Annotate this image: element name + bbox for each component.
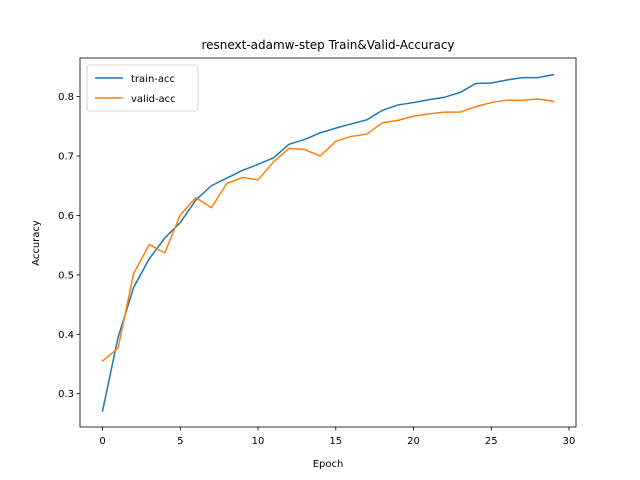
- x-tick-label: 5: [177, 436, 183, 447]
- x-tick-label: 10: [252, 436, 265, 447]
- plot-frame: [79, 57, 577, 428]
- y-tick-label: 0.3: [58, 389, 74, 400]
- y-tick-label: 0.7: [58, 152, 74, 163]
- x-tick-label: 0: [99, 436, 105, 447]
- legend-box: [86, 64, 199, 112]
- y-tick-label: 0.4: [58, 330, 74, 341]
- series-line-train-acc: [101, 73, 555, 412]
- chart-title: resnext-adamw-step Train&Valid-Accuracy: [201, 38, 454, 52]
- series-line-valid-acc: [101, 98, 555, 363]
- legend-label-train-acc: train-acc: [131, 74, 175, 85]
- x-tick-label: 25: [485, 436, 498, 447]
- x-axis-label: Epoch: [313, 459, 344, 470]
- y-tick-label: 0.8: [58, 92, 74, 103]
- x-tick-label: 15: [329, 436, 342, 447]
- plot-area: 0 5 10 15 20 25 30 0.3 0.4 0.5 0.6 0.7 0.8 train-acc v…: [58, 57, 577, 447]
- x-tick-label: 30: [563, 436, 576, 447]
- y-axis-label: Accuracy: [31, 220, 42, 266]
- x-tick-label: 20: [407, 436, 420, 447]
- y-tick-label: 0.5: [58, 270, 74, 281]
- legend-label-valid-acc: valid-acc: [131, 94, 176, 105]
- y-tick-label: 0.6: [58, 211, 74, 222]
